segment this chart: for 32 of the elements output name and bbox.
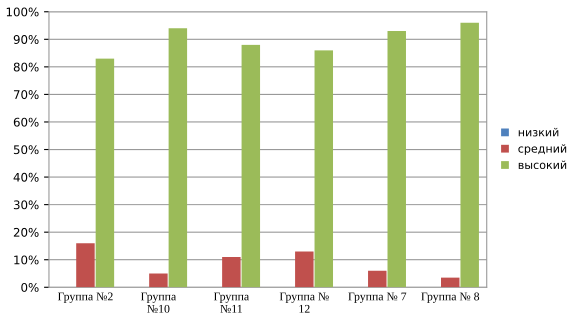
bar bbox=[441, 278, 460, 288]
y-tick-label: 100% bbox=[6, 7, 39, 16]
bar bbox=[460, 22, 479, 288]
x-tick-label: Группа № 8 bbox=[421, 292, 480, 303]
y-tick-label: 60% bbox=[14, 118, 39, 127]
y-tick-label: 40% bbox=[14, 172, 39, 182]
x-tick-label: Группа №10 bbox=[140, 292, 176, 313]
bar bbox=[387, 31, 406, 288]
x-tick-label: Группа № 12 bbox=[280, 292, 329, 313]
legend-label: средний bbox=[518, 144, 566, 155]
y-tick-label: 80% bbox=[14, 62, 39, 72]
y-tick-label: 70% bbox=[14, 90, 39, 100]
bar bbox=[242, 44, 260, 288]
legend-label: низкий bbox=[518, 128, 558, 136]
bar bbox=[295, 251, 314, 288]
bar bbox=[368, 270, 387, 288]
y-tick-label: 20% bbox=[14, 228, 39, 237]
x-tick-label: Группа № 7 bbox=[348, 292, 406, 303]
bar bbox=[168, 28, 188, 288]
y-tick-label: 50% bbox=[14, 145, 39, 154]
bar bbox=[149, 274, 168, 288]
bar bbox=[96, 58, 114, 288]
legend-label: высокий bbox=[518, 160, 566, 170]
bar bbox=[76, 243, 95, 288]
y-tick-label: 10% bbox=[14, 255, 39, 264]
y-tick-label: 0% bbox=[21, 283, 39, 292]
x-tick-label: Группа №2 bbox=[58, 292, 113, 303]
y-tick-label: 30% bbox=[14, 200, 39, 210]
x-tick-label: Группа №11 bbox=[214, 292, 249, 313]
bar bbox=[222, 256, 241, 288]
bar bbox=[314, 50, 334, 288]
y-tick-label: 90% bbox=[14, 35, 39, 44]
